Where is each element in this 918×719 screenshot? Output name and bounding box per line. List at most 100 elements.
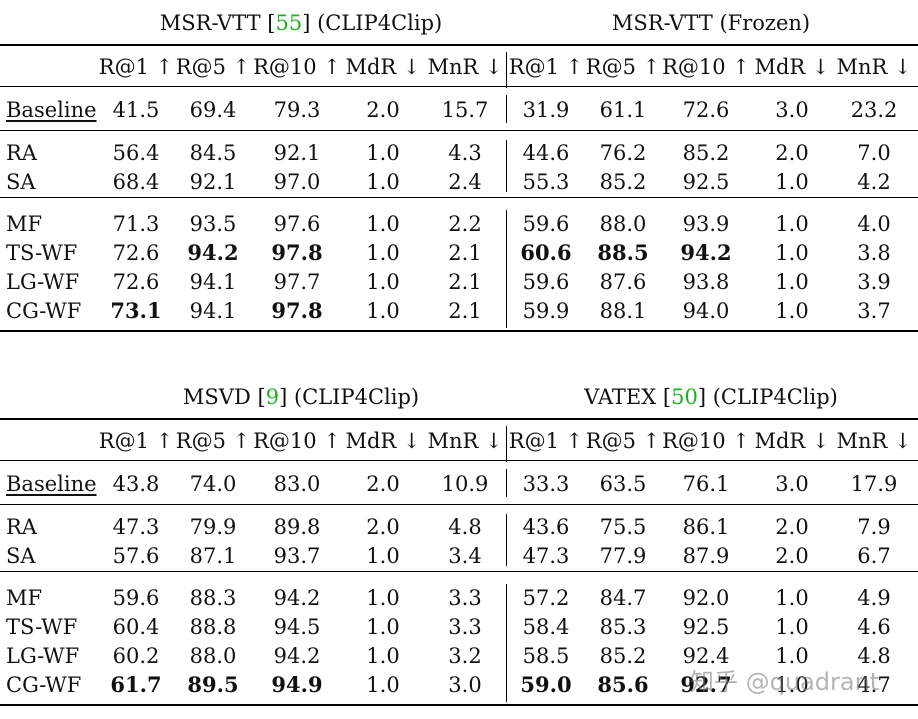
table-cell: 93.5 [189, 212, 237, 236]
table-rule [0, 571, 918, 572]
table-cell: 88.1 [599, 299, 647, 323]
dataset-model: (Frozen) [719, 11, 811, 35]
row-label: MF [6, 212, 43, 236]
metric-header: MnR ↓ [836, 55, 912, 79]
table-cell: 2.0 [366, 98, 400, 122]
table-cell: 2.4 [448, 170, 482, 194]
table-cell: 43.6 [522, 515, 570, 539]
citation-link[interactable]: 9 [265, 385, 280, 409]
table-cell: 85.3 [599, 615, 647, 639]
table-cell: 92.1 [273, 141, 321, 165]
table-cell: 31.9 [522, 98, 570, 122]
table-cell: 1.0 [775, 673, 809, 697]
table-cell: 57.6 [112, 544, 160, 568]
table-cell: 3.8 [857, 241, 891, 265]
table-cell: 2.0 [366, 515, 400, 539]
table-rule [0, 44, 918, 46]
table-cell: 88.3 [189, 586, 237, 610]
table-cell: 4.7 [857, 673, 891, 697]
table-cell: 2.1 [448, 270, 482, 294]
row-label: CG-WF [6, 673, 82, 697]
citation-link[interactable]: 50 [671, 385, 698, 409]
metric-header: R@5 ↑ [585, 429, 661, 453]
table-cell: 1.0 [775, 586, 809, 610]
table-cell: 88.0 [599, 212, 647, 236]
dataset-header: MSR-VTT [55] (CLIP4Clip) [159, 11, 443, 35]
table-rule [0, 504, 918, 505]
table-cell: 97.8 [271, 240, 323, 265]
metric-header: R@1 ↑ [508, 55, 584, 79]
table-cell: 2.0 [775, 515, 809, 539]
table-cell: 2.2 [448, 212, 482, 236]
table-cell: 4.8 [448, 515, 482, 539]
table-cell: 94.2 [273, 644, 321, 668]
metric-header: R@10 ↑ [662, 55, 750, 79]
dataset-model: (CLIP4Clip) [317, 11, 443, 35]
table-cell: 72.6 [682, 98, 730, 122]
table-cell: 76.2 [599, 141, 647, 165]
table-cell: 94.2 [680, 240, 732, 265]
table-cell: 4.9 [857, 586, 891, 610]
table-cell: 7.0 [857, 141, 891, 165]
metric-header: MdR ↓ [754, 55, 830, 79]
table-cell: 72.6 [112, 241, 160, 265]
table-cell: 85.2 [599, 644, 647, 668]
table-cell: 1.0 [775, 644, 809, 668]
table-cell: 3.9 [857, 270, 891, 294]
table-cell: 59.9 [522, 299, 570, 323]
table-cell: 94.1 [189, 270, 237, 294]
table-cell: 41.5 [112, 98, 160, 122]
table-cell: 3.0 [775, 98, 809, 122]
column-separator [506, 140, 507, 192]
metric-header: MdR ↓ [345, 429, 421, 453]
table-cell: 3.4 [448, 544, 482, 568]
table-cell: 1.0 [775, 170, 809, 194]
metric-header: R@1 ↑ [98, 55, 174, 79]
dataset-header: VATEX [50] (CLIP4Clip) [584, 385, 838, 409]
metric-header: MnR ↓ [427, 429, 503, 453]
dataset-model: (CLIP4Clip) [712, 385, 838, 409]
table-cell: 61.1 [599, 98, 647, 122]
table-cell: 47.3 [112, 515, 160, 539]
table-cell: 1.0 [366, 644, 400, 668]
table-cell: 33.3 [522, 472, 570, 496]
dataset-model: (CLIP4Clip) [293, 385, 420, 409]
table-cell: 59.6 [112, 586, 160, 610]
dataset-name: VATEX [584, 385, 657, 409]
table-cell: 1.0 [366, 544, 400, 568]
table-cell: 3.2 [448, 644, 482, 668]
citation-link[interactable]: 55 [275, 11, 303, 35]
table-cell: 44.6 [522, 141, 570, 165]
table-cell: 1.0 [775, 212, 809, 236]
table-rule [0, 460, 918, 461]
row-label: TS-WF [6, 241, 78, 265]
metric-header: R@10 ↑ [253, 55, 341, 79]
row-label: RA [6, 141, 37, 165]
row-label: Baseline [6, 98, 97, 122]
table-rule [0, 418, 918, 420]
table-cell: 57.2 [522, 586, 570, 610]
table-cell: 89.5 [187, 672, 239, 697]
table-cell: 4.3 [448, 141, 482, 165]
table-cell: 59.6 [522, 270, 570, 294]
table-cell: 87.9 [682, 544, 730, 568]
table-cell: 85.2 [682, 141, 730, 165]
table-cell: 1.0 [366, 299, 400, 323]
table-cell: 68.4 [112, 170, 160, 194]
table-cell: 92.0 [682, 586, 730, 610]
table-cell: 1.0 [366, 212, 400, 236]
table-cell: 92.4 [682, 644, 730, 668]
table-cell: 1.0 [775, 299, 809, 323]
table-cell: 4.6 [857, 615, 891, 639]
table-cell: 60.4 [112, 615, 160, 639]
column-separator [506, 426, 507, 462]
table-cell: 4.2 [857, 170, 891, 194]
table-cell: 89.8 [273, 515, 321, 539]
dataset-name: MSR-VTT [611, 11, 713, 35]
table-cell: 94.1 [189, 299, 237, 323]
table-rule [0, 330, 918, 332]
watermark: 知乎 @quadrant [690, 668, 880, 696]
table-cell: 2.0 [775, 141, 809, 165]
dataset-name: MSR-VTT [159, 11, 261, 35]
table-cell: 3.0 [775, 472, 809, 496]
